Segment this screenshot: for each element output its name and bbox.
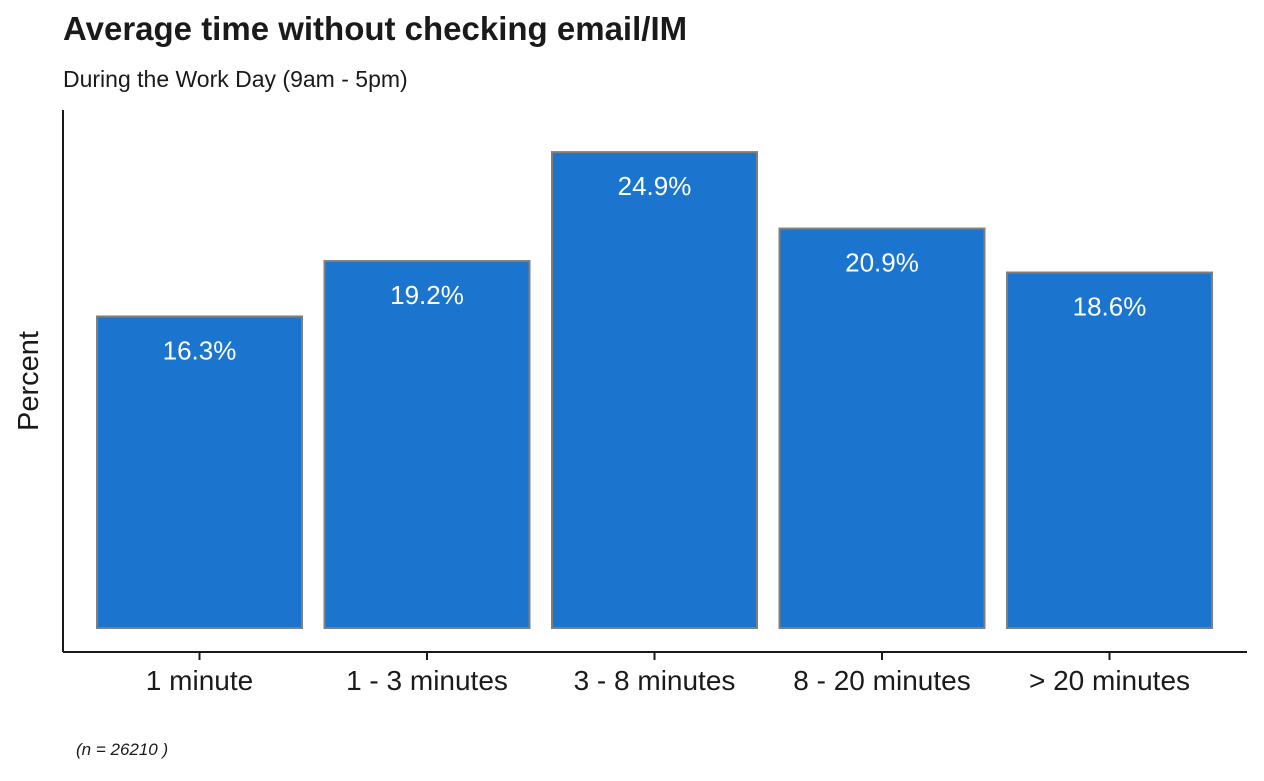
bar-4	[1006, 271, 1213, 629]
bar-0	[96, 315, 303, 629]
data-label-2: 24.9%	[618, 171, 692, 201]
bar-3	[778, 227, 986, 629]
bar-2	[551, 151, 758, 629]
sample-size-caption: (n = 26210 )	[76, 740, 169, 759]
chart-subtitle: During the Work Day (9am - 5pm)	[63, 66, 408, 92]
x-tick-label-0: 1 minute	[146, 665, 253, 696]
y-axis-title: Percent	[13, 331, 45, 431]
x-tick-label-3: 8 - 20 minutes	[793, 665, 970, 696]
bars-layer	[96, 151, 1213, 629]
data-label-4: 18.6%	[1073, 292, 1147, 322]
x-ticks-layer: 1 minute 1 - 3 minutes 3 - 8 minutes 8 - 20…	[146, 652, 1190, 696]
x-tick-label-2: 3 - 8 minutes	[574, 665, 736, 696]
data-label-3: 20.9%	[845, 248, 919, 278]
x-tick-label-4: > 20 minutes	[1029, 665, 1190, 696]
chart-title: Average time without checking email/IM	[63, 10, 688, 47]
bar-1	[323, 260, 531, 629]
data-label-0: 16.3%	[163, 335, 237, 365]
x-tick-label-1: 1 - 3 minutes	[346, 665, 508, 696]
data-label-1: 19.2%	[390, 280, 464, 310]
data-labels-layer: 16.3% 19.2% 24.9% 20.9% 18.6%	[163, 171, 1147, 365]
